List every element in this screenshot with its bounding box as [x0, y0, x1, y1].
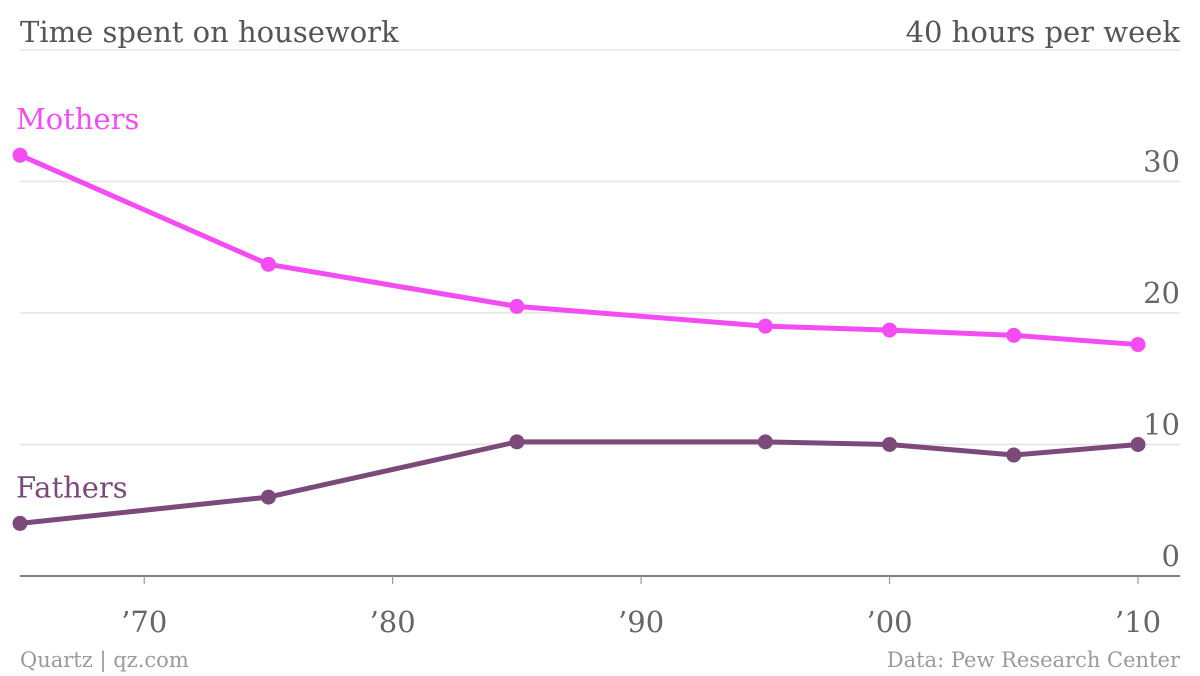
- data-point-fathers: [509, 434, 525, 450]
- x-tick-label: ’10: [1115, 605, 1161, 639]
- data-point-mothers: [12, 147, 28, 163]
- data-point-mothers: [757, 318, 773, 334]
- grid-layer: 0 10 20 30: [20, 145, 1180, 573]
- x-tick-label: ’00: [866, 605, 912, 639]
- y-tick-label: 0: [1162, 539, 1180, 573]
- series-layer: [12, 147, 1146, 531]
- unit-label: 40 hours per week: [906, 15, 1181, 49]
- y-tick-label: 10: [1143, 408, 1180, 442]
- y-tick-label: 20: [1143, 276, 1180, 310]
- x-axis: ’70 ’80 ’90 ’00 ’10: [20, 575, 1180, 639]
- x-tick-label: ’90: [618, 605, 664, 639]
- data-point-mothers: [509, 298, 525, 314]
- series-labels: Mothers Fathers: [16, 102, 139, 504]
- data-point-fathers: [1006, 447, 1022, 463]
- data-point-mothers: [260, 256, 276, 272]
- x-tick-label: ’80: [370, 605, 416, 639]
- y-tick-label: 30: [1143, 145, 1180, 179]
- series-label-fathers: Fathers: [16, 470, 128, 504]
- series-line-fathers: [17, 439, 1141, 526]
- data-point-fathers: [757, 434, 773, 450]
- footer-credit: Quartz | qz.com: [20, 648, 189, 673]
- data-point-mothers: [882, 322, 898, 338]
- data-point-fathers: [882, 437, 898, 452]
- data-point-fathers: [1130, 437, 1146, 452]
- chart-title: Time spent on housework: [20, 15, 399, 49]
- series-line-mothers: [17, 152, 1141, 348]
- data-point-fathers: [12, 515, 28, 531]
- x-tick-label: ’70: [121, 605, 167, 639]
- footer-source: Data: Pew Research Center: [887, 648, 1181, 672]
- series-label-mothers: Mothers: [16, 102, 139, 136]
- data-point-mothers: [1006, 327, 1022, 343]
- data-point-fathers: [260, 489, 276, 505]
- data-point-mothers: [1130, 337, 1146, 353]
